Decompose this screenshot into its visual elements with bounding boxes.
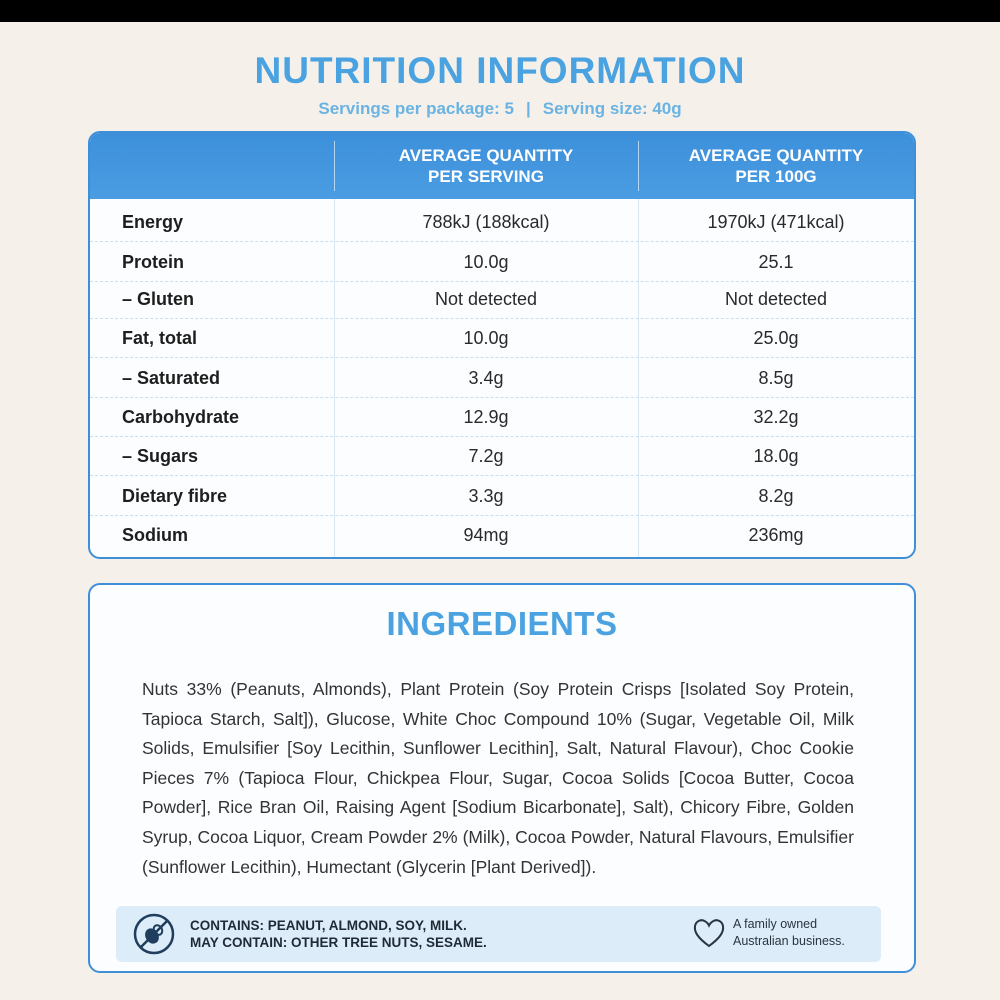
row-label: Sodium (122, 525, 188, 545)
nutrition-table: AVERAGE QUANTITY PER SERVING AVERAGE QUA… (88, 131, 916, 559)
family-owned-text: A family owned Australian business. (733, 917, 845, 948)
per-100g-value: 25.0g (753, 328, 799, 348)
row-label: Carbohydrate (122, 407, 240, 427)
ingredients-title: INGREDIENTS (386, 605, 618, 642)
per-100g-value: 8.5g (758, 368, 794, 388)
column-divider (334, 199, 335, 557)
contains-text: CONTAINS: PEANUT, ALMOND, SOY, MILK. (190, 918, 467, 933)
row-label: – Saturated (122, 368, 221, 388)
separator: | (525, 99, 531, 118)
row-label: – Sugars (122, 446, 199, 466)
table-header: AVERAGE QUANTITY PER SERVING AVERAGE QUA… (90, 133, 914, 199)
nutrition-title: NUTRITION INFORMATION (254, 50, 746, 91)
table-row: Fat, total 10.0g 25.0g (90, 319, 914, 358)
allergen-bar: CONTAINS: PEANUT, ALMOND, SOY, MILK. MAY… (116, 906, 881, 962)
row-label: Energy (122, 212, 184, 232)
header-divider (334, 141, 335, 191)
table-row: Sodium 94mg 236mg (90, 516, 914, 555)
serving-info: Servings per package: 5 | Serving size: 40… (0, 99, 1000, 119)
per-serving-value: 10.0g (463, 328, 509, 348)
per-serving-value: 788kJ (188kcal) (422, 212, 550, 232)
per-100g-value: 25.1 (758, 252, 794, 272)
ingredients-text: Nuts 33% (Peanuts, Almonds), Plant Prote… (142, 679, 854, 877)
per-serving-value: 12.9g (463, 407, 509, 427)
table-row: Energy 788kJ (188kcal) 1970kJ (471kcal) (90, 203, 914, 242)
table-row: Dietary fibre 3.3g 8.2g (90, 477, 914, 516)
row-label: Fat, total (122, 328, 197, 348)
per-serving-value: Not detected (434, 289, 538, 309)
per-100g-value: 32.2g (753, 407, 799, 427)
row-label: – Gluten (122, 289, 195, 309)
header-divider (638, 141, 639, 191)
row-label: Dietary fibre (122, 486, 228, 506)
table-row: Carbohydrate 12.9g 32.2g (90, 398, 914, 437)
top-bar (0, 0, 1000, 22)
serving-size: Serving size: 40g (542, 99, 682, 118)
per-serving-value: 94mg (463, 525, 509, 545)
header-per-100g: AVERAGE QUANTITY PER 100G (688, 146, 864, 186)
per-100g-value: 1970kJ (471kcal) (707, 212, 845, 232)
row-label: Protein (122, 252, 185, 272)
servings-per-package: Servings per package: 5 (318, 99, 514, 118)
per-100g-value: 18.0g (753, 446, 799, 466)
no-nuts-icon (133, 913, 175, 955)
header-per-serving: AVERAGE QUANTITY PER SERVING (398, 146, 574, 186)
table-row: – Gluten Not detected Not detected (90, 280, 914, 319)
per-serving-value: 7.2g (468, 446, 504, 466)
heart-icon (693, 919, 725, 948)
per-serving-value: 10.0g (463, 252, 509, 272)
per-serving-value: 3.3g (468, 486, 504, 506)
table-row: – Saturated 3.4g 8.5g (90, 359, 914, 398)
table-row: – Sugars 7.2g 18.0g (90, 437, 914, 476)
allergen-statement: CONTAINS: PEANUT, ALMOND, SOY, MILK. MAY… (190, 917, 487, 951)
column-divider (638, 199, 639, 557)
ingredients-panel: INGREDIENTS Nuts 33% (Peanuts, Almonds),… (88, 583, 916, 973)
per-serving-value: 3.4g (468, 368, 504, 388)
may-contain-text: MAY CONTAIN: OTHER TREE NUTS, SESAME. (190, 935, 487, 950)
per-100g-value: 236mg (748, 525, 804, 545)
per-100g-value: Not detected (724, 289, 828, 309)
per-100g-value: 8.2g (758, 486, 794, 506)
table-row: Protein 10.0g 25.1 (90, 243, 914, 282)
